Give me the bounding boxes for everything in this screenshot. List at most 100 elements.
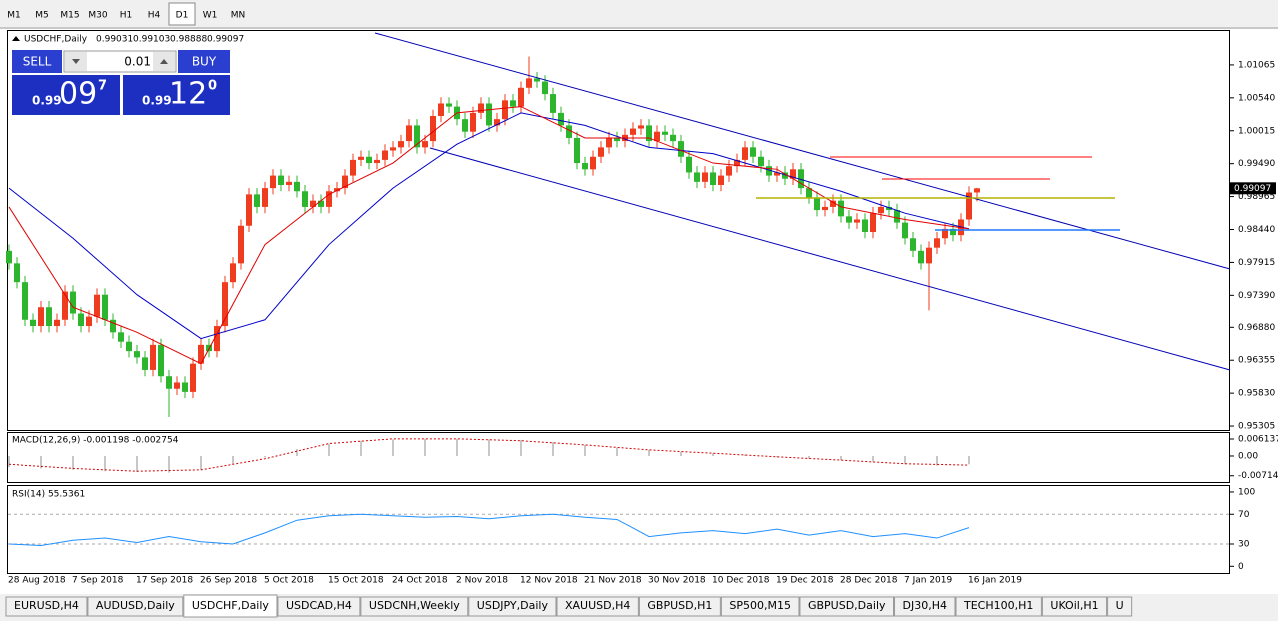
tab-label: GBPUSD,Daily: [808, 599, 886, 612]
bid-box[interactable]: [12, 75, 120, 115]
candle-body: [694, 172, 700, 182]
tab-box: [183, 594, 278, 618]
candle-body: [78, 313, 84, 327]
sell-button[interactable]: [12, 50, 62, 73]
candle-body: [166, 376, 172, 389]
tab-label: DJ30,H4: [903, 599, 947, 612]
lot-box[interactable]: [63, 50, 177, 73]
timeframe-label: MN: [231, 11, 246, 21]
candle-body: [790, 169, 796, 179]
candle-body: [310, 200, 316, 207]
candle-body: [774, 172, 780, 176]
candle-body: [662, 131, 668, 135]
x-tick-label: 30 Nov 2018: [648, 576, 706, 586]
timeframe-button[interactable]: [197, 3, 223, 25]
tab[interactable]: USDCHF,Daily: [183, 594, 278, 618]
candle-body: [830, 200, 836, 207]
tab[interactable]: U: [1107, 596, 1133, 617]
candle-body: [134, 351, 140, 358]
candle-body: [822, 206, 828, 211]
ask-box[interactable]: [123, 75, 230, 115]
tab[interactable]: XAUUSD,H4: [556, 596, 639, 617]
tab-label: USDCAD,H4: [286, 599, 352, 612]
tab[interactable]: TECH100,H1: [955, 596, 1042, 617]
tab[interactable]: AUDUSD,Daily: [87, 596, 184, 617]
candle-body: [110, 319, 116, 333]
plot: [6, 56, 1229, 546]
timeframe-button[interactable]: [85, 3, 111, 25]
buy-button[interactable]: [178, 50, 230, 73]
candle-body: [566, 125, 572, 138]
tab-label: USDCNH,Weekly: [369, 599, 460, 612]
candle-body: [646, 125, 652, 142]
tab[interactable]: GBPUSD,Daily: [799, 596, 895, 617]
candle-body: [918, 250, 924, 264]
candle-body: [398, 141, 404, 148]
candle-body: [406, 125, 412, 142]
tab[interactable]: EURUSD,H4: [5, 596, 88, 617]
y-tick-label: 0.95305: [1238, 422, 1275, 432]
candle-body: [350, 159, 356, 176]
timeframe-button[interactable]: [1, 3, 27, 25]
ask-big: 0.99: [142, 94, 172, 108]
candle-body: [94, 294, 100, 317]
tab[interactable]: GBPUSD,H1: [638, 596, 721, 617]
candle-body: [62, 291, 68, 320]
chart-symbol: USDCHF,Daily: [24, 35, 88, 45]
tab-box: [5, 596, 88, 617]
tab[interactable]: USDJPY,Daily: [468, 596, 557, 617]
y-tick-label: 0.96355: [1238, 356, 1275, 366]
tab[interactable]: USDCAD,H4: [277, 596, 361, 617]
timeframe-button[interactable]: [225, 3, 251, 25]
candle-body: [550, 94, 556, 113]
tab-box: [277, 596, 361, 617]
candle-body: [278, 175, 284, 185]
timeframe-button[interactable]: [57, 3, 83, 25]
timeframe-button[interactable]: [113, 3, 139, 25]
sell-label: SELL: [23, 55, 52, 69]
candle-body: [590, 156, 596, 170]
x-tick-label: 7 Sep 2018: [72, 576, 124, 586]
candle-body: [718, 175, 724, 185]
x-tick-label: 2 Nov 2018: [456, 576, 508, 586]
trendline: [429, 147, 1231, 371]
candle-body: [606, 137, 612, 148]
candle-body: [598, 147, 604, 157]
tab-box: [799, 596, 895, 617]
candle-body: [702, 172, 708, 182]
timeframe-button[interactable]: [141, 3, 167, 25]
tab[interactable]: USDCNH,Weekly: [360, 596, 469, 617]
candle-body: [358, 156, 364, 160]
x-tick-label: 16 Jan 2019: [968, 576, 1022, 586]
tab-label: USDJPY,Daily: [477, 599, 549, 612]
y-tick-label: 1.01065: [1238, 60, 1275, 70]
y-tick-label: 0: [1238, 562, 1244, 572]
tab-box: [1041, 596, 1108, 617]
timeframe-button[interactable]: [168, 2, 196, 26]
candle-body: [214, 326, 220, 352]
candle-body: [326, 191, 332, 207]
x-tick-label: 12 Nov 2018: [520, 576, 578, 586]
moving-average: [8, 106, 970, 365]
candle-body: [294, 181, 300, 192]
ask-sup: 0: [208, 79, 217, 94]
tab[interactable]: UKOil,H1: [1041, 596, 1108, 617]
candle-body: [70, 291, 76, 314]
tab-box: [556, 596, 639, 617]
candle-body: [894, 210, 900, 223]
tab-label: AUDUSD,Daily: [96, 599, 175, 612]
timeframe-button[interactable]: [29, 3, 55, 25]
tab-label: SP500,M15: [729, 599, 791, 612]
rsi-pane: [7, 485, 1230, 574]
collapse-icon[interactable]: [12, 36, 20, 41]
y-tick-label: 1.00015: [1238, 126, 1275, 136]
candle-body: [374, 159, 380, 164]
up-arrow: [160, 59, 168, 64]
candle-body: [262, 188, 268, 207]
tab[interactable]: DJ30,H4: [894, 596, 956, 617]
y-tick-label: 30: [1238, 540, 1250, 550]
candle-body: [510, 100, 516, 107]
tab[interactable]: SP500,M15: [720, 596, 800, 617]
